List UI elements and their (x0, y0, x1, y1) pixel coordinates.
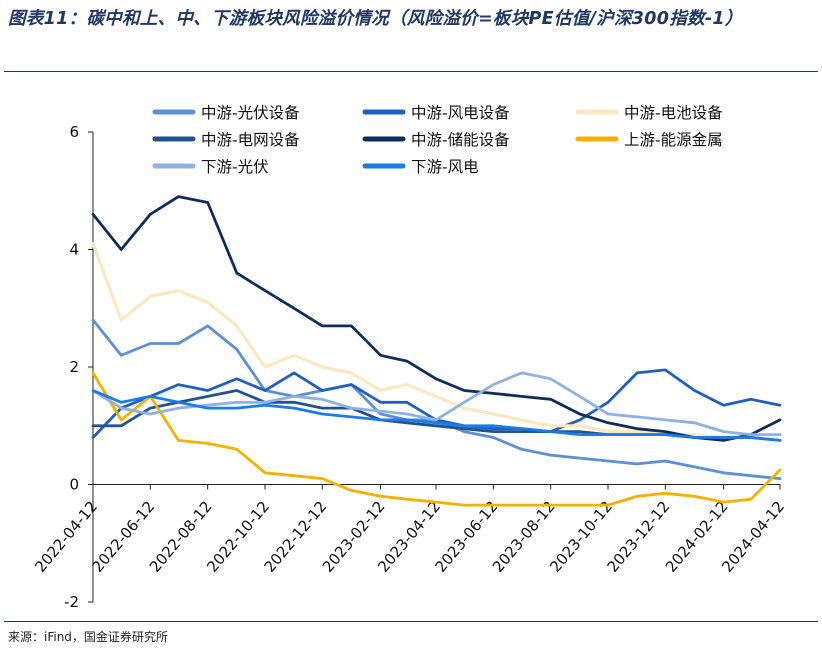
series-line-5 (91, 195, 782, 442)
legend-label: 中游-电网设备 (201, 131, 300, 149)
y-tick-label: 6 (69, 123, 79, 141)
legend-label: 中游-储能设备 (411, 131, 510, 149)
y-tick-label: 4 (69, 241, 79, 259)
legend-label: 下游-风电 (411, 158, 479, 176)
series-lines (91, 195, 782, 507)
title-divider (4, 71, 818, 72)
series-line-3 (91, 242, 782, 440)
legend-label: 中游-电池设备 (624, 104, 723, 122)
y-tick-label: 2 (69, 358, 79, 376)
legend-label: 下游-光伏 (201, 158, 269, 176)
legend-label: 中游-风电设备 (411, 104, 510, 122)
source-note: 来源：iFind，国金证券研究所 (8, 630, 168, 644)
axes: -202462022-04-122022-06-122022-08-122022… (31, 123, 788, 611)
chart-title: 图表11：碳中和上、中、下游板块风险溢价情况（风险溢价=板块PE估值/沪深300… (8, 9, 743, 29)
y-tick-label: 0 (69, 476, 79, 494)
legend-label: 中游-光伏设备 (201, 104, 300, 122)
source-divider (4, 621, 818, 622)
y-tick-label: -2 (64, 593, 79, 611)
legend-label: 上游-能源金属 (624, 131, 723, 149)
